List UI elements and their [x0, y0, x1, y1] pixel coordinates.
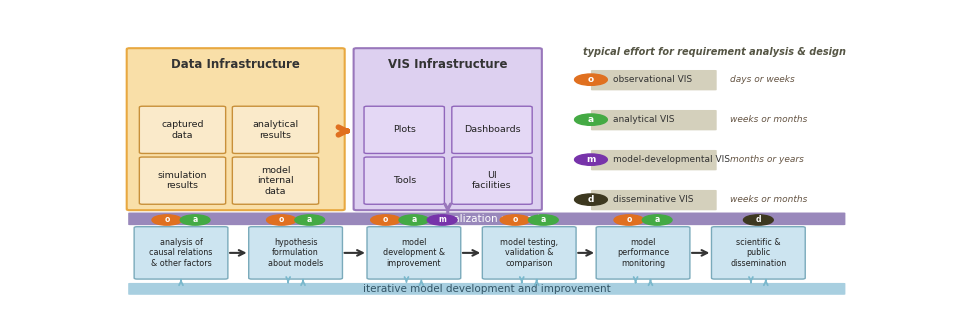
Text: observational VIS: observational VIS — [613, 75, 692, 84]
Text: weeks or months: weeks or months — [730, 195, 807, 204]
Text: o: o — [513, 215, 517, 224]
FancyBboxPatch shape — [353, 48, 541, 210]
Circle shape — [528, 215, 558, 225]
Text: analytical
results: analytical results — [252, 120, 299, 140]
FancyBboxPatch shape — [129, 212, 846, 225]
Circle shape — [427, 215, 457, 225]
Text: typical effort for requirement analysis & design: typical effort for requirement analysis … — [583, 47, 846, 57]
Text: m: m — [587, 155, 595, 164]
Text: analysis of
causal relations
& other factors: analysis of causal relations & other fac… — [150, 238, 213, 268]
Text: model
internal
data: model internal data — [257, 166, 294, 196]
FancyBboxPatch shape — [364, 106, 444, 153]
Text: months or years: months or years — [730, 155, 804, 164]
FancyBboxPatch shape — [232, 157, 319, 204]
FancyBboxPatch shape — [134, 227, 228, 279]
Circle shape — [575, 194, 608, 205]
Text: a: a — [193, 215, 198, 224]
Text: d: d — [588, 195, 594, 204]
Circle shape — [575, 114, 608, 125]
Text: Plots: Plots — [393, 125, 416, 134]
FancyBboxPatch shape — [711, 227, 805, 279]
FancyBboxPatch shape — [591, 70, 717, 90]
Text: Tools: Tools — [393, 176, 416, 185]
Text: iterative model development and improvement: iterative model development and improvem… — [363, 284, 611, 294]
Circle shape — [500, 215, 530, 225]
Text: d: d — [756, 215, 761, 224]
Text: days or weeks: days or weeks — [730, 75, 795, 84]
FancyBboxPatch shape — [596, 227, 690, 279]
Text: a: a — [307, 215, 312, 224]
Text: weeks or months: weeks or months — [730, 115, 807, 124]
Text: scientific &
public
dissemination: scientific & public dissemination — [731, 238, 786, 268]
Circle shape — [152, 215, 181, 225]
FancyBboxPatch shape — [129, 283, 846, 295]
Text: model-developmental VIS: model-developmental VIS — [613, 155, 731, 164]
FancyBboxPatch shape — [127, 48, 345, 210]
Circle shape — [614, 215, 644, 225]
FancyBboxPatch shape — [591, 190, 717, 210]
Circle shape — [180, 215, 210, 225]
FancyBboxPatch shape — [232, 106, 319, 153]
FancyBboxPatch shape — [452, 106, 532, 153]
Text: a: a — [411, 215, 417, 224]
Text: model testing,
validation &
comparison: model testing, validation & comparison — [500, 238, 558, 268]
Circle shape — [295, 215, 324, 225]
Circle shape — [743, 215, 773, 225]
Text: model
development &
improvement: model development & improvement — [383, 238, 444, 268]
FancyBboxPatch shape — [452, 157, 532, 204]
Text: analytical VIS: analytical VIS — [613, 115, 675, 124]
Text: a: a — [655, 215, 660, 224]
Text: o: o — [164, 215, 170, 224]
FancyBboxPatch shape — [591, 150, 717, 170]
FancyBboxPatch shape — [139, 106, 226, 153]
Text: model
performance
monitoring: model performance monitoring — [617, 238, 669, 268]
Circle shape — [575, 154, 608, 165]
Text: UI
facilities: UI facilities — [472, 171, 512, 190]
Text: o: o — [588, 75, 594, 84]
FancyBboxPatch shape — [139, 157, 226, 204]
FancyBboxPatch shape — [364, 157, 444, 204]
Text: a: a — [588, 115, 594, 124]
Circle shape — [267, 215, 297, 225]
Circle shape — [642, 215, 672, 225]
Text: a: a — [540, 215, 546, 224]
Text: simulation
results: simulation results — [157, 171, 207, 190]
Text: o: o — [626, 215, 632, 224]
Text: hypothesis
formulation
about models: hypothesis formulation about models — [268, 238, 324, 268]
Text: captured
data: captured data — [161, 120, 204, 140]
Text: m: m — [438, 215, 446, 224]
Text: disseminative VIS: disseminative VIS — [613, 195, 694, 204]
FancyBboxPatch shape — [591, 110, 717, 130]
Text: o: o — [383, 215, 388, 224]
Text: Dashboards: Dashboards — [464, 125, 520, 134]
FancyBboxPatch shape — [482, 227, 576, 279]
Text: Data Infrastructure: Data Infrastructure — [171, 58, 300, 71]
Circle shape — [575, 74, 608, 85]
FancyBboxPatch shape — [249, 227, 343, 279]
Text: o: o — [278, 215, 284, 224]
FancyBboxPatch shape — [367, 227, 461, 279]
Circle shape — [371, 215, 400, 225]
Circle shape — [399, 215, 429, 225]
Text: VIS Infrastructure: VIS Infrastructure — [388, 58, 508, 71]
Text: visualization support: visualization support — [432, 214, 541, 224]
